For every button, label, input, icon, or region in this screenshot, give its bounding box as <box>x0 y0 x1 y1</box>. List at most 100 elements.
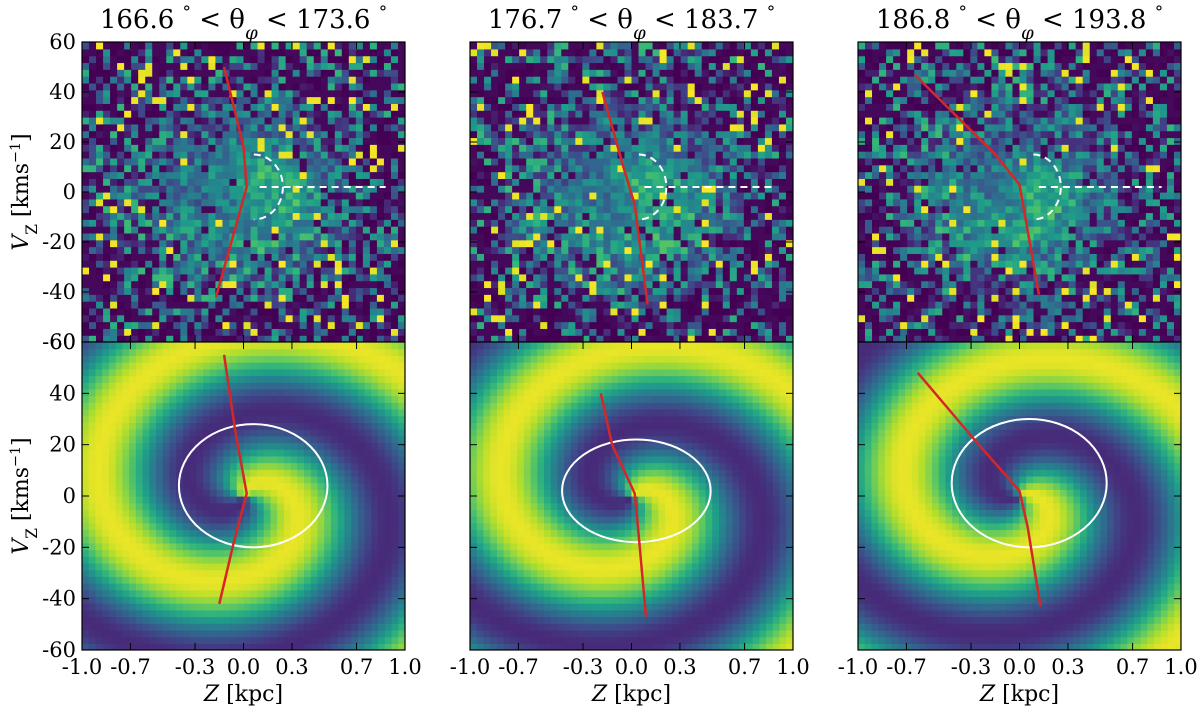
heatmap-cell <box>750 96 759 104</box>
heatmap-cell <box>519 253 527 261</box>
heatmap-cell <box>470 307 478 316</box>
heatmap-cell <box>914 328 922 336</box>
heatmap-cell <box>376 260 385 268</box>
heatmap-cell <box>512 144 520 152</box>
heatmap-cell <box>498 321 506 329</box>
heatmap-cell <box>701 123 710 132</box>
heatmap-cell <box>208 42 217 50</box>
heatmap-cell <box>914 301 922 309</box>
heatmap-cell <box>1117 301 1126 309</box>
heatmap-cell <box>306 151 315 159</box>
heatmap-cell <box>631 321 640 329</box>
heatmap-cell <box>1068 246 1077 254</box>
heatmap-cell <box>652 89 661 98</box>
heatmap-cell <box>306 198 315 207</box>
heatmap-cell <box>194 301 202 309</box>
heatmap-cell <box>138 198 146 207</box>
heatmap-cell <box>879 287 887 295</box>
heatmap-cell <box>173 48 181 57</box>
heatmap-cell <box>687 157 696 166</box>
heatmap-cell <box>984 260 993 268</box>
heatmap-cell <box>1040 219 1049 227</box>
heatmap-cell <box>131 96 139 104</box>
heatmap-cell <box>236 48 245 57</box>
heatmap-cell <box>984 328 993 336</box>
heatmap-cell <box>96 144 104 152</box>
heatmap-cell <box>187 321 195 329</box>
heatmap-cell <box>666 157 675 166</box>
heatmap-cell <box>547 253 555 261</box>
heatmap-cell <box>117 89 125 98</box>
heatmap-cell <box>858 280 866 289</box>
heatmap-cell <box>1159 260 1168 268</box>
heatmap-cell <box>1145 212 1154 220</box>
heatmap-cell <box>1145 232 1154 241</box>
heatmap-cell <box>659 205 668 214</box>
heatmap-cell <box>673 117 682 125</box>
heatmap-cell <box>512 260 520 268</box>
heatmap-cell <box>390 42 399 50</box>
heatmap-cell <box>383 335 392 342</box>
heatmap-cell <box>722 301 731 309</box>
heatmap-cell <box>145 76 153 84</box>
heatmap-cell <box>659 192 668 200</box>
heatmap-cell <box>673 239 682 248</box>
heatmap-cell <box>631 171 640 179</box>
heatmap-cell <box>778 144 787 152</box>
heatmap-cell <box>138 137 146 145</box>
heatmap-cell <box>1026 335 1035 342</box>
heatmap-cell <box>334 198 343 207</box>
heatmap-cell <box>652 55 661 64</box>
heatmap-cell <box>491 117 499 125</box>
heatmap-cell <box>498 55 506 64</box>
heatmap-cell <box>89 130 97 139</box>
heatmap-cell <box>215 192 224 200</box>
heatmap-cell <box>236 82 245 91</box>
heatmap-cell <box>110 110 118 118</box>
heatmap-cell <box>1096 287 1105 295</box>
heatmap-cell <box>138 62 146 70</box>
heatmap-cell <box>540 89 548 98</box>
heatmap-cell <box>117 287 125 295</box>
heatmap-cell <box>715 157 724 166</box>
heatmap-cell <box>1096 314 1105 323</box>
heatmap-cell <box>680 42 689 50</box>
heatmap-cell <box>645 328 654 336</box>
heatmap-cell <box>736 260 745 268</box>
heatmap-cell <box>1117 253 1126 261</box>
heatmap-cell <box>1145 267 1154 275</box>
heatmap-cell <box>722 321 731 329</box>
heatmap-cell <box>617 301 626 309</box>
heatmap-cell <box>138 82 146 91</box>
heatmap-cell <box>138 192 146 200</box>
heatmap-cell <box>519 89 527 98</box>
heatmap-cell <box>159 219 167 227</box>
heatmap-cell <box>666 178 675 186</box>
heatmap-cell <box>477 253 485 261</box>
heatmap-cell <box>194 157 202 166</box>
heatmap-cell <box>708 232 717 241</box>
heatmap-cell <box>631 260 640 268</box>
heatmap-cell <box>257 185 266 193</box>
heatmap-cell <box>1110 232 1119 241</box>
heatmap-cell <box>166 123 174 132</box>
heatmap-cell <box>313 117 322 125</box>
y-tick-label: 0 <box>63 180 76 204</box>
heatmap-cell <box>949 219 957 227</box>
heatmap-cell <box>1054 314 1063 323</box>
heatmap-cell <box>519 117 527 125</box>
heatmap-cell <box>589 246 597 254</box>
heatmap-cell <box>680 246 689 254</box>
heatmap-cell <box>736 144 745 152</box>
heatmap-cell <box>299 335 308 342</box>
heatmap-cell <box>1173 314 1181 323</box>
heatmap-cell <box>872 287 880 295</box>
heatmap-cell <box>589 42 597 50</box>
heatmap-cell <box>159 123 167 132</box>
heatmap-cell <box>173 239 181 248</box>
heatmap-cell <box>215 273 224 282</box>
heatmap-cell <box>526 335 534 342</box>
heatmap-cell <box>187 335 195 342</box>
heatmap-cell <box>477 328 485 336</box>
heatmap-cell <box>505 144 513 152</box>
